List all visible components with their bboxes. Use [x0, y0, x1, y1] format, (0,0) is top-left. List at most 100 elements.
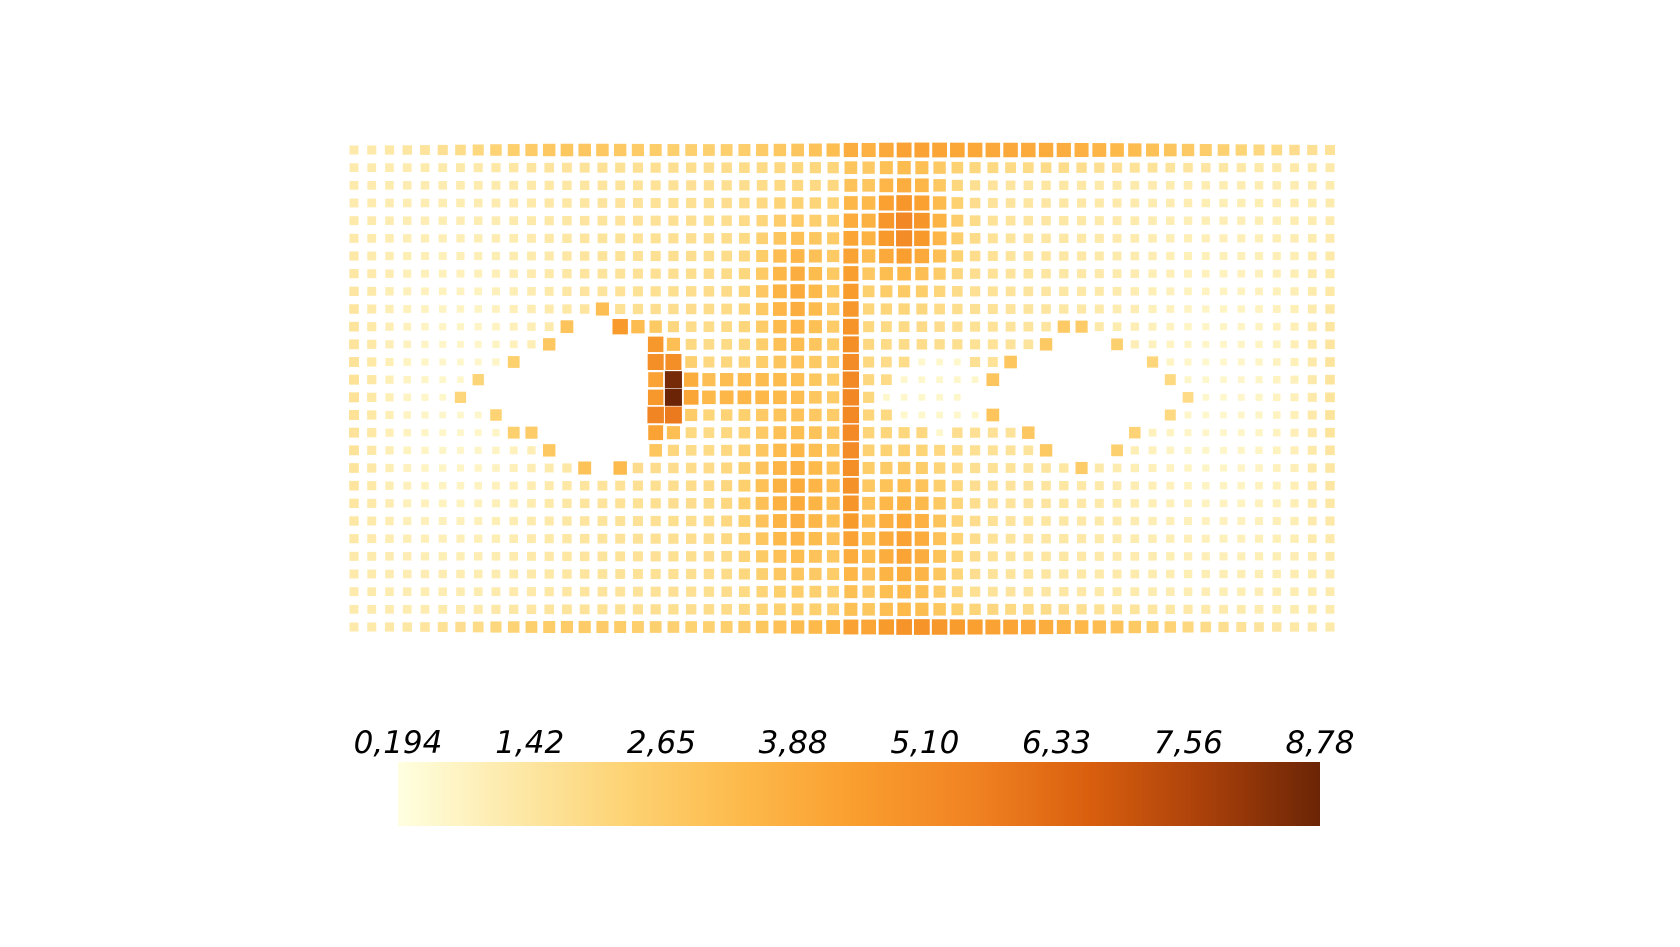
- heatmap-cell: [773, 620, 787, 634]
- heatmap-cell: [934, 303, 945, 315]
- heatmap-cell: [1005, 268, 1016, 279]
- heatmap-cell: [1201, 534, 1210, 543]
- heatmap-cell: [827, 585, 839, 598]
- heatmap-cell: [385, 304, 394, 314]
- heatmap-cell: [544, 216, 554, 226]
- heatmap-cell: [650, 551, 661, 562]
- heatmap-cell: [385, 587, 394, 596]
- heatmap-cell: [385, 410, 394, 420]
- heatmap-cell: [492, 358, 500, 366]
- heatmap-cell: [474, 251, 483, 261]
- colorbar-gradient: [398, 762, 1320, 826]
- heatmap-cell: [1254, 604, 1264, 614]
- heatmap-cell: [970, 427, 981, 438]
- heatmap-cell: [437, 622, 448, 632]
- heatmap-cell: [1094, 463, 1104, 473]
- heatmap-cell: [918, 358, 926, 366]
- heatmap-cell: [615, 251, 626, 261]
- heatmap-cell: [542, 338, 556, 351]
- heatmap-cell: [1023, 321, 1034, 332]
- heatmap-cell: [490, 621, 502, 633]
- heatmap-cell: [349, 374, 359, 385]
- heatmap-cell: [703, 551, 715, 562]
- heatmap-cell: [862, 285, 875, 298]
- heatmap-cell: [843, 230, 859, 246]
- heatmap-cell: [987, 445, 998, 456]
- heatmap-cell: [492, 464, 500, 472]
- heatmap-cell: [1325, 251, 1335, 261]
- heatmap-cell: [773, 266, 787, 281]
- heatmap-cell: [349, 551, 359, 561]
- heatmap-cell: [1148, 287, 1157, 296]
- heatmap-cell: [933, 161, 946, 174]
- heatmap-cell: [385, 181, 394, 190]
- heatmap-cell: [1184, 499, 1192, 508]
- colorbar-tick-label: 3,88: [759, 725, 828, 761]
- heatmap-cell: [773, 461, 787, 475]
- heatmap-cell: [456, 234, 465, 243]
- heatmap-cell: [1184, 251, 1193, 261]
- heatmap-cell: [615, 480, 626, 491]
- heatmap-cell: [579, 251, 590, 261]
- heatmap-cell: [1290, 163, 1299, 173]
- heatmap-cell: [527, 269, 536, 279]
- heatmap-cell: [420, 216, 430, 225]
- heatmap-cell: [1130, 216, 1140, 226]
- heatmap-cell: [474, 323, 482, 331]
- heatmap-cell: [385, 552, 394, 561]
- heatmap-cell: [790, 531, 805, 546]
- heatmap-cell: [773, 355, 787, 369]
- heatmap-cell: [385, 287, 394, 296]
- heatmap-cell: [491, 180, 501, 190]
- heatmap-cell: [1255, 517, 1264, 525]
- heatmap-cell: [773, 337, 787, 351]
- heatmap-cell: [1184, 305, 1192, 313]
- heatmap-cell: [738, 250, 750, 262]
- heatmap-cell: [1307, 163, 1317, 173]
- heatmap-cell: [597, 569, 608, 579]
- heatmap-cell: [1219, 216, 1228, 225]
- heatmap-cell: [1325, 163, 1335, 173]
- heatmap-cell: [439, 393, 447, 401]
- heatmap-cell: [895, 212, 913, 229]
- heatmap-cell: [791, 143, 804, 157]
- heatmap-cell: [597, 251, 608, 261]
- heatmap-cell: [934, 321, 945, 332]
- heatmap-cell: [1023, 286, 1034, 297]
- heatmap-cell: [721, 233, 732, 244]
- heatmap-cell: [737, 373, 752, 387]
- colorbar-tick-label: 1,42: [495, 725, 564, 761]
- heatmap-cell: [685, 250, 697, 262]
- heatmap-cell: [1148, 534, 1157, 543]
- heatmap-cell: [668, 233, 679, 244]
- heatmap-cell: [1290, 587, 1299, 596]
- heatmap-cell: [492, 429, 500, 437]
- heatmap-cell: [897, 496, 912, 511]
- heatmap-cell: [367, 180, 377, 190]
- heatmap-cell: [421, 429, 429, 437]
- heatmap-cell: [1272, 358, 1281, 366]
- heatmap-cell: [367, 233, 377, 243]
- heatmap-cell: [1129, 426, 1141, 439]
- heatmap-cell: [421, 340, 429, 348]
- heatmap-cell: [953, 358, 961, 366]
- heatmap-cell: [916, 339, 928, 350]
- heatmap-cell: [456, 198, 465, 208]
- heatmap-cell: [402, 198, 412, 208]
- heatmap-cell: [615, 586, 626, 597]
- heatmap-cell: [1003, 619, 1018, 635]
- heatmap-cell: [914, 195, 930, 211]
- heatmap-cell: [597, 198, 608, 208]
- heatmap-cell: [1076, 162, 1087, 173]
- heatmap-cell: [827, 408, 840, 422]
- heatmap-cell: [1201, 604, 1211, 614]
- heatmap-cell: [491, 198, 501, 208]
- heatmap-cell: [665, 353, 682, 371]
- heatmap-cell: [809, 179, 821, 191]
- heatmap-cell: [721, 338, 733, 350]
- heatmap-cell: [1166, 464, 1175, 472]
- heatmap-cell: [738, 285, 751, 297]
- heatmap-cell: [844, 161, 858, 175]
- heatmap-cell: [720, 144, 733, 156]
- heatmap-cell: [1038, 142, 1054, 158]
